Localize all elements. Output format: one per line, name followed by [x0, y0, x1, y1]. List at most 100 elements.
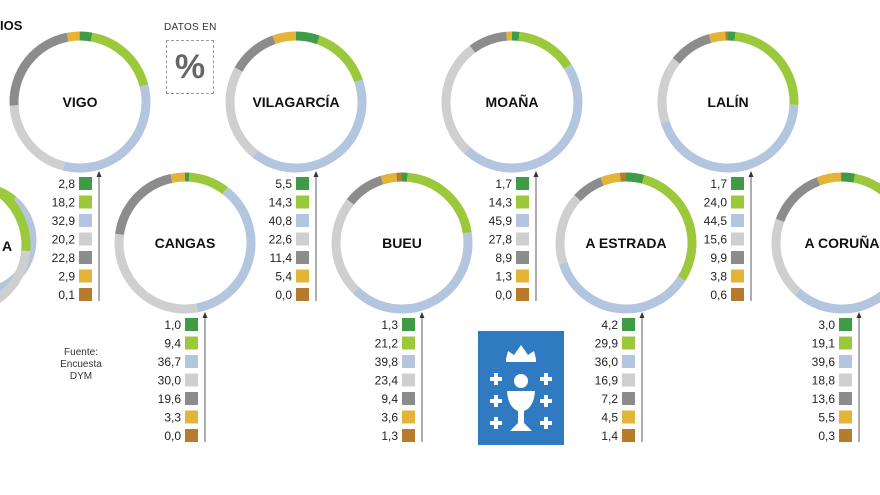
donut-slice-c6	[66, 31, 80, 42]
legend-swatch	[79, 177, 92, 190]
legend-swatch	[185, 429, 198, 442]
legend-value: 29,9	[595, 337, 619, 351]
legend-value: 0,6	[710, 288, 727, 302]
legend-swatch	[79, 195, 92, 209]
legend-swatch	[839, 336, 852, 350]
donut-slice-c4	[771, 218, 801, 296]
legend-swatch	[296, 251, 309, 264]
donut-slice-c2	[641, 174, 697, 282]
donut-slice-c6	[816, 172, 842, 186]
donut-slice-c3	[352, 231, 473, 314]
legend-swatch	[79, 251, 92, 264]
legend-value: 45,9	[489, 214, 513, 228]
donut-slice-c3	[196, 187, 256, 313]
legend-value: 24,0	[704, 196, 728, 210]
legend-value: 3,8	[710, 270, 727, 284]
legend-swatch	[731, 195, 744, 209]
legend-value: 2,8	[58, 177, 75, 191]
legend-swatch	[731, 288, 744, 301]
donut-chart: A ESTRADA 4,2 29,9 36,0 16,9 7,2 4,5 1,4	[555, 172, 697, 443]
legend-swatch	[839, 429, 852, 442]
legend-value: 1,3	[495, 270, 512, 284]
city-label: A ESTRADA	[585, 235, 666, 251]
donut-slice-c1	[295, 31, 320, 45]
legend-arrow-icon	[639, 312, 645, 318]
city-label: CANGAS	[155, 235, 216, 251]
legend-value: 18,2	[52, 196, 76, 210]
legend-swatch	[185, 410, 198, 424]
donut-slice-c3	[463, 64, 583, 173]
legend: 1,7 14,3 45,9 27,8 8,9 1,3 0,0	[489, 171, 539, 302]
legend-arrow-icon	[533, 171, 539, 177]
legend-value: 18,8	[812, 374, 836, 388]
galicia-shield-icon	[490, 345, 552, 431]
legend-swatch	[516, 288, 529, 301]
legend-arrow-icon	[748, 171, 754, 177]
donut-slice-c3	[660, 104, 799, 173]
legend-value: 19,1	[812, 337, 836, 351]
donut-slice-c1	[79, 31, 93, 42]
donut-slice-c5	[234, 35, 276, 72]
legend-arrow-icon	[96, 171, 102, 177]
legend-swatch	[731, 177, 744, 190]
legend-value: 0,0	[164, 429, 181, 443]
legend-swatch	[185, 355, 198, 368]
donut-slice-c4	[657, 58, 681, 124]
legend-swatch	[185, 336, 198, 350]
donut-slice-c2	[518, 31, 572, 70]
legend-value: 3,6	[381, 411, 398, 425]
legend-value: 30,0	[158, 374, 182, 388]
donut-chart: LALÍN 1,7 24,0 44,5 15,6 9,9 3,8 0,6	[657, 31, 799, 302]
legend-swatch	[79, 232, 92, 246]
legend: 4,2 29,9 36,0 16,9 7,2 4,5 1,4	[595, 312, 645, 443]
legend-value: 40,8	[269, 214, 293, 228]
galicia-coat-of-arms	[478, 331, 564, 445]
donut-chart: CANGAS 1,0 9,4 36,7 30,0 19,6 3,3 0,0	[114, 172, 256, 443]
legend: 2,8 18,2 32,9 20,2 22,8 2,9 0,1	[52, 171, 102, 302]
city-label: A CORUÑA	[805, 234, 880, 251]
legend-swatch	[296, 232, 309, 246]
legend: 1,3 21,2 39,8 23,4 9,4 3,6 1,3	[375, 312, 425, 443]
legend-value: 32,9	[52, 214, 76, 228]
source-line-3: DYM	[69, 371, 93, 382]
donut-slice-c4	[441, 45, 476, 154]
donut-slice-c6	[600, 172, 621, 186]
legend-value: 8,9	[495, 251, 512, 265]
legend-value: 23,4	[375, 374, 399, 388]
legend-swatch	[79, 288, 92, 301]
donut-slice-c5	[469, 31, 508, 53]
legend: 5,5 14,3 40,8 22,6 11,4 5,4 0,0	[269, 171, 319, 302]
legend-swatch	[296, 177, 309, 190]
donut-slice-c5	[775, 177, 821, 223]
legend-value: 11,4	[270, 251, 293, 265]
legend-swatch	[622, 373, 635, 387]
donut-slice-c3	[62, 84, 151, 173]
legend-value: 27,8	[489, 233, 513, 247]
legend-value: 1,7	[710, 177, 727, 191]
legend-swatch	[296, 214, 309, 227]
header-fragment: IOS	[0, 18, 23, 33]
legend-value: 7,2	[601, 392, 618, 406]
donut-slice-c4	[331, 199, 360, 294]
legend-value: 36,0	[595, 355, 619, 369]
legend-swatch	[185, 373, 198, 387]
legend-value: 9,4	[164, 337, 181, 351]
donut-slice-c5	[9, 32, 69, 106]
legend-value: 15,6	[704, 233, 728, 247]
legend-value: 39,8	[375, 355, 399, 369]
legend-swatch	[516, 195, 529, 209]
city-label-partial: A	[2, 238, 12, 254]
datos-label: DATOS EN	[164, 22, 217, 33]
legend-value: 36,7	[158, 355, 182, 369]
legend-value: 0,0	[275, 288, 292, 302]
legend-value: 19,6	[158, 392, 182, 406]
legend-swatch	[622, 410, 635, 424]
donut-slice-c4	[555, 195, 582, 265]
donut-slice-c2	[90, 32, 149, 87]
legend-swatch	[402, 355, 415, 368]
donut-slice-c5	[672, 34, 712, 64]
legend-swatch	[402, 410, 415, 424]
percent-icon: %	[166, 40, 214, 94]
